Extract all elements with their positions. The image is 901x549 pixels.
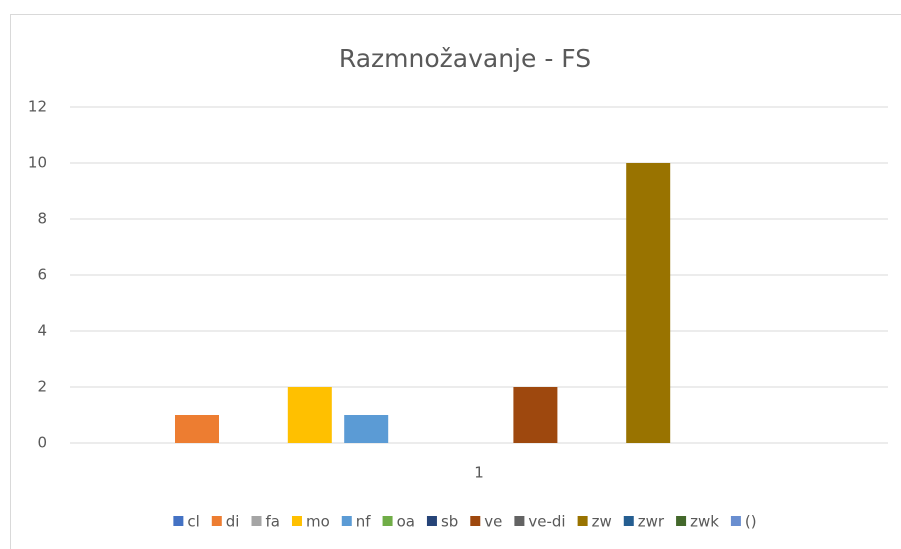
legend-label: ()	[745, 513, 757, 531]
y-tick-label: 0	[37, 434, 47, 452]
bar	[175, 415, 219, 443]
legend-label: mo	[306, 513, 330, 531]
chart-title: Razmnožavanje - FS	[339, 44, 591, 73]
legend-swatch	[676, 516, 687, 526]
legend-swatch	[623, 516, 634, 526]
legend-label: ve	[484, 513, 502, 531]
bar	[513, 387, 558, 443]
y-tick-label: 2	[37, 378, 47, 396]
y-tick-label: 8	[37, 210, 47, 228]
chart-frame	[10, 14, 901, 549]
legend-swatch	[470, 516, 481, 526]
bar	[626, 163, 671, 443]
bar	[287, 387, 332, 443]
legend-swatch	[341, 516, 352, 526]
legend-swatch	[426, 516, 437, 526]
bar	[344, 415, 389, 443]
y-tick-label: 6	[37, 266, 47, 284]
y-tick-label: 12	[28, 98, 47, 116]
legend-swatch	[382, 516, 393, 526]
legend-label: zw	[592, 513, 612, 531]
y-tick-label: 4	[37, 322, 47, 340]
legend-label: fa	[265, 513, 279, 531]
legend-swatch	[251, 516, 262, 526]
legend-label: zwr	[638, 513, 665, 531]
legend-label: sb	[441, 513, 458, 531]
legend-swatch	[577, 516, 588, 526]
legend-label: zwk	[690, 513, 719, 531]
legend-swatch	[211, 516, 222, 526]
x-tick-label: 1	[474, 464, 484, 482]
legend-label: di	[226, 513, 240, 531]
legend-label: nf	[356, 513, 372, 531]
legend-swatch	[730, 516, 741, 526]
legend-swatch	[514, 516, 525, 526]
legend-label: oa	[397, 513, 415, 531]
legend-label: cl	[187, 513, 199, 531]
y-tick-label: 10	[28, 154, 47, 172]
legend-swatch	[291, 516, 302, 526]
legend-swatch	[173, 516, 184, 526]
legend-label: ve-di	[528, 513, 565, 531]
